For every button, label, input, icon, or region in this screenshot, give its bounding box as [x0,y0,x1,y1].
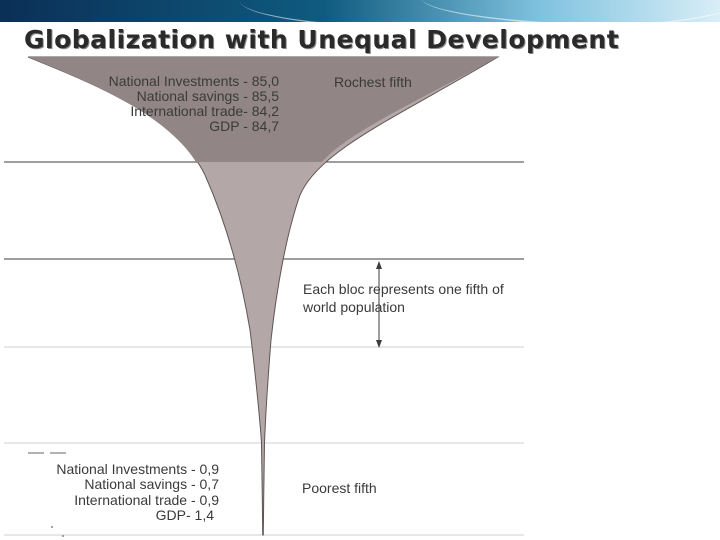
poorest-stat: GDP- 1,4 [155,507,214,523]
richest-stat: International trade- 84,2 [130,103,279,119]
funnel-shape [27,56,500,536]
richest-fifth-label: Rochest fifth [334,74,412,90]
poorest-fifth-label: Poorest fifth [302,480,377,496]
richest-fifth-bloc [28,57,498,162]
bloc-note-line: world population [303,299,405,315]
poorest-stat: International trade - 0,9 [74,492,219,508]
poorest-stat: National savings - 0,7 [84,476,219,492]
header-banner [0,0,720,22]
margin-dot [62,535,64,537]
bloc-note-line: Each bloc represents one fifth of [303,281,504,297]
arrow-head-down [376,340,382,348]
richest-stat: National Investments - 85,0 [108,73,279,89]
richest-stat: GDP - 84,7 [209,118,279,134]
page-title: Globalization with Unequal Development [24,25,620,54]
margin-dot [51,526,53,528]
arrow-head-up [376,261,382,269]
poorest-stat: National Investments - 0,9 [56,461,219,477]
richest-stat: National savings - 85,5 [136,88,279,104]
